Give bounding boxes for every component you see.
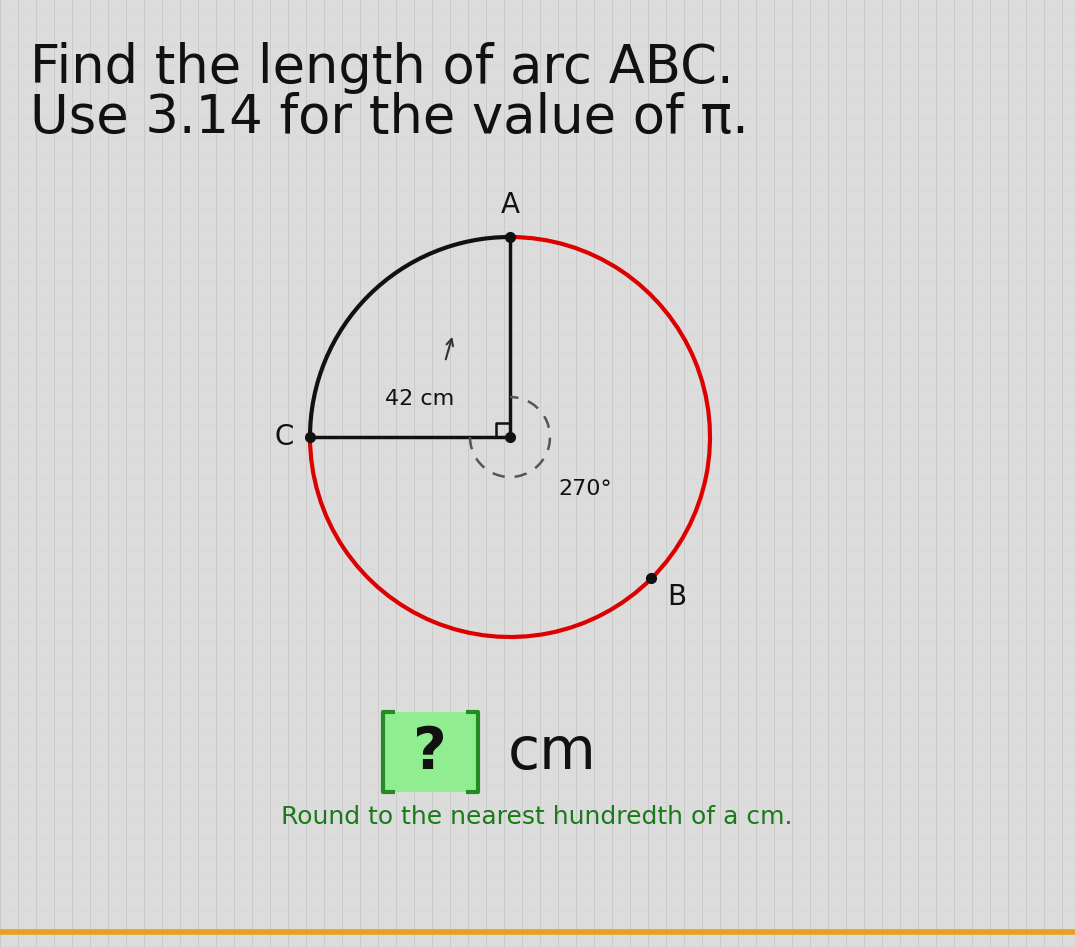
Text: C: C — [274, 423, 293, 451]
Text: Find the length of arc ABC.: Find the length of arc ABC. — [30, 42, 734, 94]
Text: cm: cm — [507, 724, 597, 780]
Bar — [383, 712, 477, 792]
Text: 42 cm: 42 cm — [385, 389, 455, 409]
Text: Round to the nearest hundredth of a cm.: Round to the nearest hundredth of a cm. — [282, 805, 792, 829]
Text: 270°: 270° — [558, 479, 612, 499]
Text: A: A — [501, 191, 519, 219]
Text: ?: ? — [413, 724, 447, 780]
Text: B: B — [668, 583, 687, 612]
Text: Use 3.14 for the value of π.: Use 3.14 for the value of π. — [30, 92, 749, 144]
